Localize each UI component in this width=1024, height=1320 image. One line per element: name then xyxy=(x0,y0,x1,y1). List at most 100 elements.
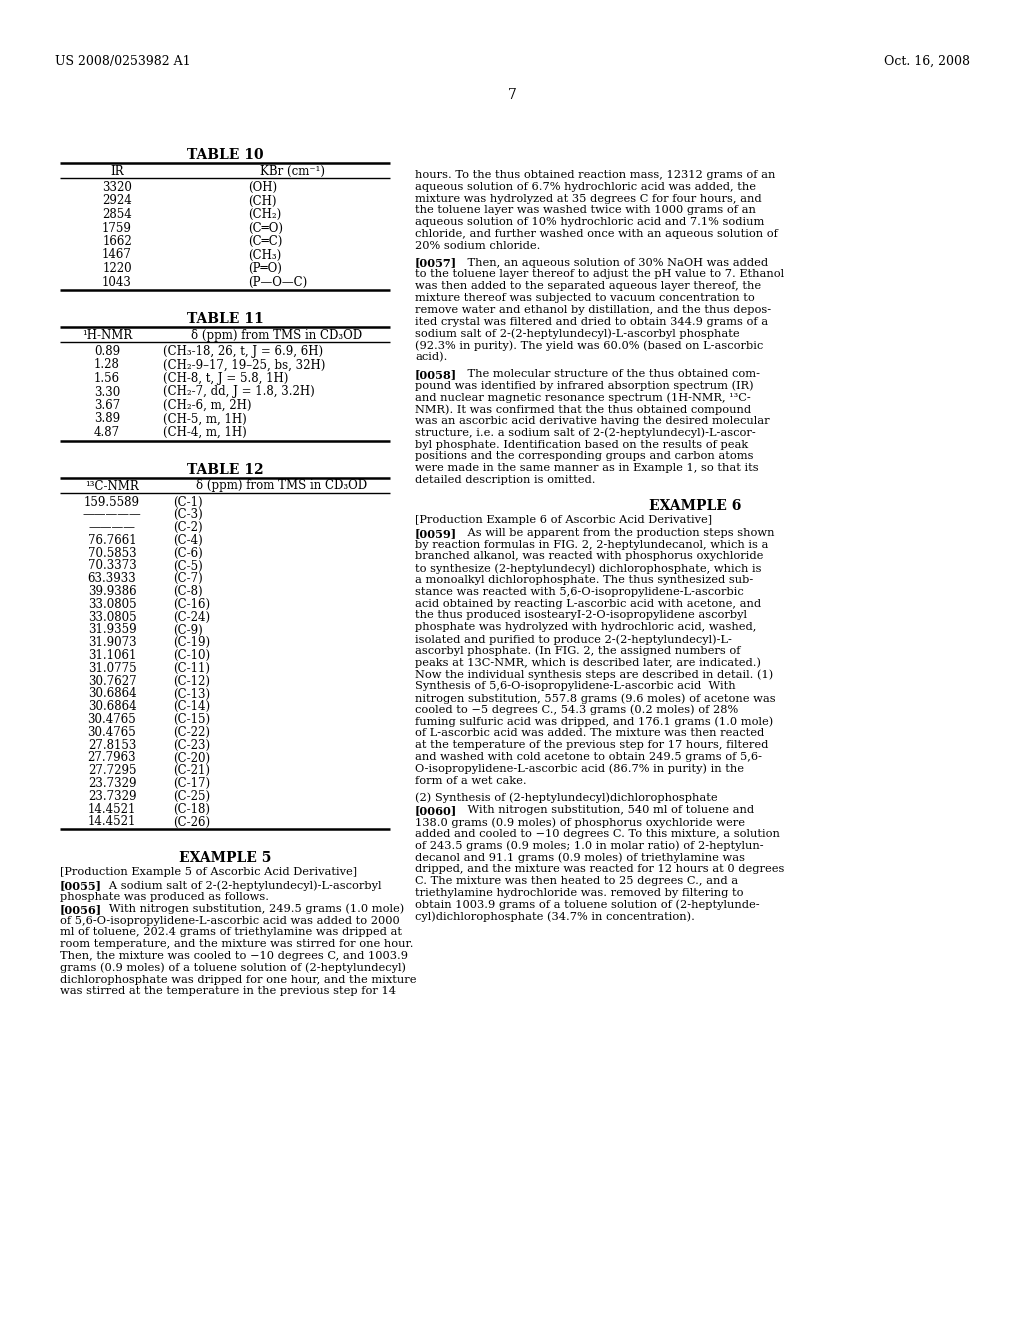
Text: (C-25): (C-25) xyxy=(173,789,210,803)
Text: fuming sulfuric acid was dripped, and 176.1 grams (1.0 mole): fuming sulfuric acid was dripped, and 17… xyxy=(415,717,773,727)
Text: was an ascorbic acid derivative having the desired molecular: was an ascorbic acid derivative having t… xyxy=(415,416,770,426)
Text: room temperature, and the mixture was stirred for one hour.: room temperature, and the mixture was st… xyxy=(60,940,414,949)
Text: isolated and purified to produce 2-(2-heptylundecyl)-L-: isolated and purified to produce 2-(2-he… xyxy=(415,634,732,644)
Text: (C-19): (C-19) xyxy=(173,636,210,649)
Text: (CH₃): (CH₃) xyxy=(248,248,282,261)
Text: O-isopropylidene-L-ascorbic acid (86.7% in purity) in the: O-isopropylidene-L-ascorbic acid (86.7% … xyxy=(415,764,744,775)
Text: TABLE 10: TABLE 10 xyxy=(186,148,263,162)
Text: form of a wet cake.: form of a wet cake. xyxy=(415,776,526,785)
Text: (OH): (OH) xyxy=(248,181,278,194)
Text: (CH₂-9–17, 19–25, bs, 32H): (CH₂-9–17, 19–25, bs, 32H) xyxy=(163,359,326,371)
Text: 70.5853: 70.5853 xyxy=(88,546,136,560)
Text: nitrogen substitution, 557.8 grams (9.6 moles) of acetone was: nitrogen substitution, 557.8 grams (9.6 … xyxy=(415,693,775,704)
Text: 20% sodium chloride.: 20% sodium chloride. xyxy=(415,240,541,251)
Text: (C-10): (C-10) xyxy=(173,649,210,663)
Text: sodium salt of 2-(2-heptylundecyl)-L-ascorbyl phosphate: sodium salt of 2-(2-heptylundecyl)-L-asc… xyxy=(415,329,739,339)
Text: 30.7627: 30.7627 xyxy=(88,675,136,688)
Text: dichlorophosphate was dripped for one hour, and the mixture: dichlorophosphate was dripped for one ho… xyxy=(60,974,417,985)
Text: 1220: 1220 xyxy=(102,261,132,275)
Text: (C-22): (C-22) xyxy=(173,726,210,739)
Text: —————: ————— xyxy=(83,508,141,521)
Text: byl phosphate. Identification based on the results of peak: byl phosphate. Identification based on t… xyxy=(415,440,749,450)
Text: detailed description is omitted.: detailed description is omitted. xyxy=(415,475,596,484)
Text: 0.89: 0.89 xyxy=(94,345,120,358)
Text: remove water and ethanol by distillation, and the thus depos-: remove water and ethanol by distillation… xyxy=(415,305,771,314)
Text: With nitrogen substitution, 249.5 grams (1.0 mole): With nitrogen substitution, 249.5 grams … xyxy=(98,904,404,915)
Text: δ (ppm) from TMS in CD₃OD: δ (ppm) from TMS in CD₃OD xyxy=(191,329,362,342)
Text: ¹³C-NMR: ¹³C-NMR xyxy=(85,479,139,492)
Text: grams (0.9 moles) of a toluene solution of (2-heptylundecyl): grams (0.9 moles) of a toluene solution … xyxy=(60,962,406,973)
Text: 1759: 1759 xyxy=(102,222,132,235)
Text: (C-8): (C-8) xyxy=(173,585,203,598)
Text: hours. To the thus obtained reaction mass, 12312 grams of an: hours. To the thus obtained reaction mas… xyxy=(415,170,775,180)
Text: (C-4): (C-4) xyxy=(173,533,203,546)
Text: 138.0 grams (0.9 moles) of phosphorus oxychloride were: 138.0 grams (0.9 moles) of phosphorus ox… xyxy=(415,817,745,828)
Text: decanol and 91.1 grams (0.9 moles) of triethylamine was: decanol and 91.1 grams (0.9 moles) of tr… xyxy=(415,853,745,863)
Text: 1043: 1043 xyxy=(102,276,132,289)
Text: 33.0805: 33.0805 xyxy=(88,598,136,611)
Text: of 243.5 grams (0.9 moles; 1.0 in molar ratio) of 2-heptylun-: of 243.5 grams (0.9 moles; 1.0 in molar … xyxy=(415,841,764,851)
Text: phosphate was hydrolyzed with hydrochloric acid, washed,: phosphate was hydrolyzed with hydrochlor… xyxy=(415,622,757,632)
Text: stance was reacted with 5,6-O-isopropylidene-L-ascorbic: stance was reacted with 5,6-O-isopropyli… xyxy=(415,587,743,597)
Text: branched alkanol, was reacted with phosphorus oxychloride: branched alkanol, was reacted with phosp… xyxy=(415,552,763,561)
Text: (C-6): (C-6) xyxy=(173,546,203,560)
Text: by reaction formulas in FIG. 2, 2-heptylundecanol, which is a: by reaction formulas in FIG. 2, 2-heptyl… xyxy=(415,540,768,549)
Text: 23.7329: 23.7329 xyxy=(88,789,136,803)
Text: (C-15): (C-15) xyxy=(173,713,210,726)
Text: positions and the corresponding groups and carbon atoms: positions and the corresponding groups a… xyxy=(415,451,754,462)
Text: (CH-5, m, 1H): (CH-5, m, 1H) xyxy=(163,412,247,425)
Text: C. The mixture was then heated to 25 degrees C., and a: C. The mixture was then heated to 25 deg… xyxy=(415,876,738,886)
Text: 23.7329: 23.7329 xyxy=(88,777,136,791)
Text: 1.56: 1.56 xyxy=(94,372,120,385)
Text: [0055]: [0055] xyxy=(60,880,102,891)
Text: acid).: acid). xyxy=(415,352,447,362)
Text: 159.5589: 159.5589 xyxy=(84,495,140,508)
Text: NMR). It was confirmed that the thus obtained compound: NMR). It was confirmed that the thus obt… xyxy=(415,404,752,414)
Text: Oct. 16, 2008: Oct. 16, 2008 xyxy=(884,55,970,69)
Text: of 5,6-O-isopropylidene-L-ascorbic acid was added to 2000: of 5,6-O-isopropylidene-L-ascorbic acid … xyxy=(60,916,399,925)
Text: The molecular structure of the thus obtained com-: The molecular structure of the thus obta… xyxy=(453,368,760,379)
Text: ¹H-NMR: ¹H-NMR xyxy=(82,329,132,342)
Text: (CH): (CH) xyxy=(248,194,276,207)
Text: aqueous solution of 6.7% hydrochloric acid was added, the: aqueous solution of 6.7% hydrochloric ac… xyxy=(415,182,756,191)
Text: cooled to −5 degrees C., 54.3 grams (0.2 moles) of 28%: cooled to −5 degrees C., 54.3 grams (0.2… xyxy=(415,705,738,715)
Text: 4.87: 4.87 xyxy=(94,426,120,440)
Text: structure, i.e. a sodium salt of 2-(2-heptylundecyl)-L-ascor-: structure, i.e. a sodium salt of 2-(2-he… xyxy=(415,428,756,438)
Text: δ (ppm) from TMS in CD₃OD: δ (ppm) from TMS in CD₃OD xyxy=(197,479,368,492)
Text: ited crystal was filtered and dried to obtain 344.9 grams of a: ited crystal was filtered and dried to o… xyxy=(415,317,768,326)
Text: EXAMPLE 6: EXAMPLE 6 xyxy=(649,499,741,512)
Text: (C-16): (C-16) xyxy=(173,598,210,611)
Text: (C-13): (C-13) xyxy=(173,688,210,701)
Text: (C-12): (C-12) xyxy=(173,675,210,688)
Text: 3.67: 3.67 xyxy=(94,399,120,412)
Text: pound was identified by infrared absorption spectrum (IR): pound was identified by infrared absorpt… xyxy=(415,380,754,391)
Text: cyl)dichlorophosphate (34.7% in concentration).: cyl)dichlorophosphate (34.7% in concentr… xyxy=(415,912,695,923)
Text: (C═C): (C═C) xyxy=(248,235,283,248)
Text: [Production Example 5 of Ascorbic Acid Derivative]: [Production Example 5 of Ascorbic Acid D… xyxy=(60,867,357,878)
Text: the thus produced isostearyI-2-O-isopropylidene ascorbyl: the thus produced isostearyI-2-O-isoprop… xyxy=(415,610,746,620)
Text: (CH₂-6, m, 2H): (CH₂-6, m, 2H) xyxy=(163,399,252,412)
Text: 3.89: 3.89 xyxy=(94,412,120,425)
Text: (C-20): (C-20) xyxy=(173,751,210,764)
Text: were made in the same manner as in Example 1, so that its: were made in the same manner as in Examp… xyxy=(415,463,759,473)
Text: [0058]: [0058] xyxy=(415,368,457,380)
Text: triethylamine hydrochloride was. removed by filtering to: triethylamine hydrochloride was. removed… xyxy=(415,888,743,898)
Text: the toluene layer was washed twice with 1000 grams of an: the toluene layer was washed twice with … xyxy=(415,206,756,215)
Text: 3320: 3320 xyxy=(102,181,132,194)
Text: (CH₃-18, 26, t, J = 6.9, 6H): (CH₃-18, 26, t, J = 6.9, 6H) xyxy=(163,345,324,358)
Text: [0059]: [0059] xyxy=(415,528,457,539)
Text: of L-ascorbic acid was added. The mixture was then reacted: of L-ascorbic acid was added. The mixtur… xyxy=(415,729,764,738)
Text: was stirred at the temperature in the previous step for 14: was stirred at the temperature in the pr… xyxy=(60,986,396,997)
Text: (P—O—C): (P—O—C) xyxy=(248,276,307,289)
Text: 1662: 1662 xyxy=(102,235,132,248)
Text: [0057]: [0057] xyxy=(415,257,457,268)
Text: (C-14): (C-14) xyxy=(173,701,210,713)
Text: 7: 7 xyxy=(508,88,516,102)
Text: Then, an aqueous solution of 30% NaOH was added: Then, an aqueous solution of 30% NaOH wa… xyxy=(453,257,768,268)
Text: peaks at 13C-NMR, which is described later, are indicated.): peaks at 13C-NMR, which is described lat… xyxy=(415,657,761,668)
Text: dripped, and the mixture was reacted for 12 hours at 0 degrees: dripped, and the mixture was reacted for… xyxy=(415,865,784,874)
Text: [0060]: [0060] xyxy=(415,805,458,816)
Text: and nuclear magnetic resonance spectrum (1H-NMR, ¹³C-: and nuclear magnetic resonance spectrum … xyxy=(415,392,751,403)
Text: obtain 1003.9 grams of a toluene solution of (2-heptylunde-: obtain 1003.9 grams of a toluene solutio… xyxy=(415,900,760,911)
Text: (C-23): (C-23) xyxy=(173,739,210,751)
